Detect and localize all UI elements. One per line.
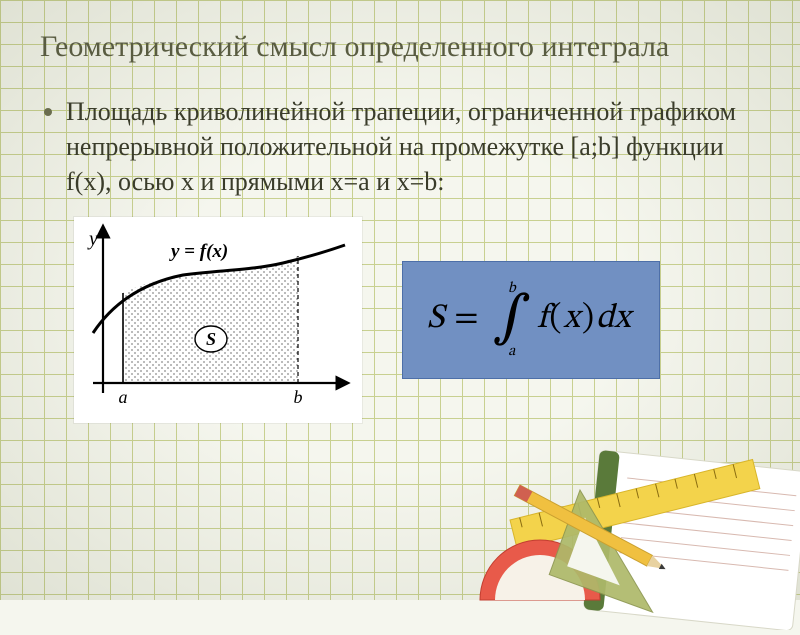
sym-equals: =: [454, 298, 478, 341]
sym-f: f: [537, 298, 547, 341]
integral-formula-box: S = b ∫ a f ( x ) dx: [402, 261, 660, 379]
bullet-item: Площадь криволинейной трапеции, ограниче…: [40, 94, 760, 199]
sym-close: ): [582, 298, 594, 341]
tick-b: b: [294, 387, 303, 407]
page-title: Геометрический смысл определенного интег…: [40, 28, 760, 66]
curvilinear-trapezoid-graph: y y = f(x) S a b: [74, 217, 362, 423]
body-paragraph: Площадь криволинейной трапеции, ограниче…: [66, 94, 760, 199]
integral-sign-group: b ∫ a: [493, 281, 531, 359]
graph-svg: y y = f(x) S a b: [82, 223, 354, 419]
integral-sign-icon: ∫: [493, 296, 531, 344]
lower-limit: a: [508, 344, 515, 359]
sym-x: x: [564, 298, 580, 341]
sym-S: S: [427, 298, 444, 341]
area-label: S: [206, 329, 216, 349]
curve-label: y = f(x): [169, 241, 228, 262]
y-axis-label: y: [87, 228, 98, 250]
shaded-area: [123, 256, 298, 383]
figure-row: y y = f(x) S a b S = b ∫ a f: [40, 217, 760, 423]
sym-open: (: [549, 298, 561, 341]
tick-a: a: [119, 387, 128, 407]
sym-dx: dx: [596, 298, 631, 341]
integral-formula: S = b ∫ a f ( x ) dx: [427, 281, 631, 359]
bullet-dot-icon: [44, 108, 52, 116]
slide-content: Геометрический смысл определенного интег…: [0, 0, 800, 423]
